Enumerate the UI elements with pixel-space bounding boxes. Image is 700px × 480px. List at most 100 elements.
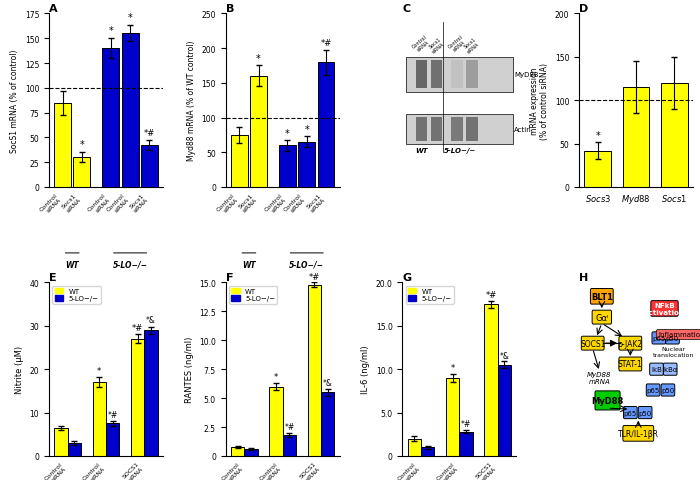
Bar: [466, 61, 477, 89]
Y-axis label: mRNA expression
(% of control siRNA): mRNA expression (% of control siRNA): [530, 62, 550, 139]
FancyBboxPatch shape: [652, 332, 666, 344]
Text: *#: *#: [321, 39, 332, 48]
Text: *&: *&: [146, 316, 156, 325]
Text: NFkB
activation: NFkB activation: [645, 302, 685, 315]
Bar: [250, 77, 267, 188]
FancyBboxPatch shape: [646, 384, 660, 396]
Text: A: A: [49, 4, 57, 13]
Text: D: D: [579, 4, 588, 13]
Bar: [406, 115, 513, 144]
Text: *: *: [108, 26, 113, 36]
Text: Control
siRNA: Control siRNA: [412, 35, 432, 54]
Legend: WT, 5-LO−/−: WT, 5-LO−/−: [52, 286, 101, 304]
Text: p50: p50: [666, 335, 679, 341]
Text: TLR/IL-1βR: TLR/IL-1βR: [618, 429, 659, 438]
FancyBboxPatch shape: [650, 363, 664, 375]
Bar: [430, 118, 442, 142]
Text: STAT-1: STAT-1: [618, 360, 643, 369]
Bar: [421, 447, 435, 456]
Text: p65: p65: [652, 335, 666, 341]
Text: Control
siRNA: Control siRNA: [447, 35, 468, 54]
Text: B: B: [225, 4, 234, 13]
Text: *: *: [127, 13, 132, 24]
Text: MyD88: MyD88: [592, 396, 624, 405]
Text: p65: p65: [624, 410, 637, 416]
Bar: [484, 304, 498, 456]
Bar: [298, 143, 315, 188]
Bar: [430, 61, 442, 89]
Bar: [141, 146, 158, 188]
Bar: [283, 435, 296, 456]
Bar: [452, 118, 463, 142]
Text: SOCS1: SOCS1: [580, 339, 606, 348]
Bar: [54, 104, 71, 188]
Bar: [321, 393, 335, 456]
Bar: [102, 49, 119, 188]
Bar: [279, 146, 296, 188]
FancyBboxPatch shape: [619, 357, 642, 371]
Bar: [466, 118, 477, 142]
Text: MyD88: MyD88: [514, 72, 538, 78]
Bar: [74, 158, 90, 188]
Text: *#: *#: [132, 324, 144, 333]
Text: *#: *#: [309, 272, 320, 281]
Text: WT: WT: [65, 260, 79, 269]
FancyBboxPatch shape: [592, 311, 612, 324]
Text: WT: WT: [242, 260, 256, 269]
Text: 5-LO−/−: 5-LO−/−: [289, 260, 324, 269]
Text: IkB: IkB: [651, 366, 662, 372]
Y-axis label: SocS1 mRNA (% of control): SocS1 mRNA (% of control): [10, 49, 19, 153]
Text: *: *: [304, 125, 309, 135]
Text: *: *: [451, 363, 455, 372]
Bar: [244, 449, 258, 456]
FancyBboxPatch shape: [664, 363, 677, 375]
Text: *: *: [285, 129, 290, 138]
Text: Actin: Actin: [514, 127, 532, 132]
FancyBboxPatch shape: [661, 384, 675, 396]
Text: p50: p50: [662, 387, 675, 393]
Text: 5-LO−/−: 5-LO−/−: [113, 260, 148, 269]
Bar: [459, 432, 473, 456]
Bar: [270, 387, 283, 456]
Text: *: *: [256, 54, 261, 64]
Text: F: F: [225, 272, 233, 282]
Y-axis label: RANTES (ng/ml): RANTES (ng/ml): [185, 336, 193, 403]
Text: Socs1
siRNA: Socs1 siRNA: [428, 37, 445, 54]
Text: p65: p65: [647, 387, 659, 393]
Bar: [307, 285, 321, 456]
Bar: [122, 34, 139, 188]
Text: 5-LO−/−: 5-LO−/−: [444, 148, 477, 154]
FancyBboxPatch shape: [595, 391, 620, 410]
Text: *#: *#: [461, 420, 471, 428]
FancyBboxPatch shape: [619, 336, 642, 350]
Text: *#: *#: [284, 422, 295, 431]
FancyBboxPatch shape: [624, 407, 637, 419]
Bar: [452, 61, 463, 89]
Bar: [622, 88, 650, 188]
Text: C: C: [402, 4, 410, 13]
Y-axis label: Nitrite (μM): Nitrite (μM): [15, 346, 24, 394]
FancyBboxPatch shape: [581, 336, 604, 350]
Bar: [318, 63, 335, 188]
FancyBboxPatch shape: [666, 332, 679, 344]
Text: p50: p50: [638, 410, 652, 416]
Text: *&: *&: [500, 351, 510, 360]
Bar: [661, 84, 688, 188]
Text: *: *: [595, 131, 600, 141]
Text: WT: WT: [416, 148, 428, 154]
Text: *#: *#: [485, 290, 496, 299]
Text: p-JAK2: p-JAK2: [617, 339, 643, 348]
Text: E: E: [49, 272, 57, 282]
Text: BLT1: BLT1: [591, 292, 612, 301]
Y-axis label: Myd88 mRNA (% of WT control): Myd88 mRNA (% of WT control): [187, 41, 196, 161]
Bar: [231, 447, 244, 456]
Bar: [498, 365, 511, 456]
FancyBboxPatch shape: [623, 426, 654, 441]
Bar: [54, 428, 68, 456]
Bar: [584, 151, 611, 188]
Text: Inflammation: Inflammation: [659, 332, 700, 338]
FancyBboxPatch shape: [651, 301, 678, 317]
Bar: [131, 339, 144, 456]
FancyBboxPatch shape: [590, 289, 613, 304]
Text: *: *: [80, 140, 84, 150]
